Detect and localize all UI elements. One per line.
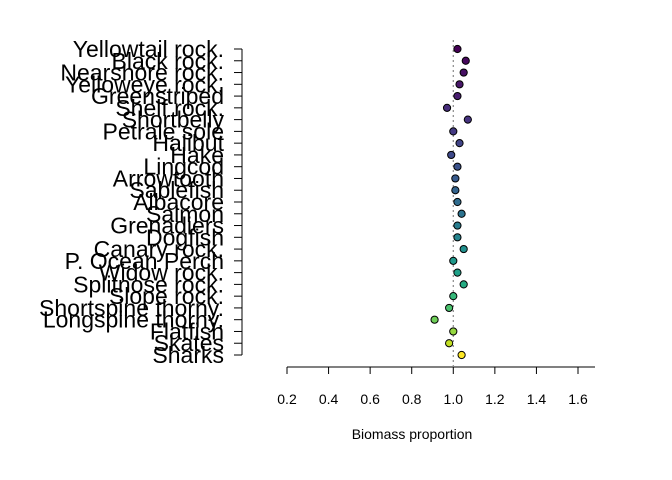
data-point	[457, 350, 466, 360]
data-point	[449, 127, 458, 136]
data-point	[451, 186, 460, 195]
y-tick-label: Splitnose rock.	[73, 271, 224, 297]
data-point	[453, 268, 462, 277]
data-point	[449, 292, 458, 301]
data-points	[430, 44, 472, 360]
y-tick-label: Skates	[154, 330, 224, 356]
data-point	[457, 209, 466, 218]
y-tick-label: Canary rock.	[94, 236, 224, 262]
y-tick-label: Lingcod	[143, 154, 224, 180]
y-tick-label: Albacore	[133, 189, 224, 215]
y-tick-label: Yelloweye rock.	[65, 71, 224, 97]
data-point	[451, 174, 460, 183]
data-point	[445, 339, 454, 348]
x-axis: 0.2 0.4 0.6 0.8 1.0 1.2 1.4 1.6	[277, 366, 595, 407]
y-tick-label: Greenstriped	[91, 83, 224, 109]
x-tick-label: 1.4	[527, 391, 547, 407]
data-point	[442, 103, 452, 112]
data-point	[459, 244, 468, 254]
x-tick-label: 1.0	[444, 391, 464, 407]
x-tick-label: 0.2	[277, 391, 297, 407]
y-tick-label: Salmon	[146, 201, 224, 227]
y-tick-label: Halibut	[152, 130, 224, 156]
x-tick-label: 0.8	[402, 391, 422, 407]
data-point	[453, 221, 462, 230]
x-tick-label: 1.2	[485, 391, 505, 407]
data-point	[455, 80, 464, 89]
y-tick-label: Grenadiers	[110, 213, 224, 239]
y-tick-label: Sablefish	[129, 177, 224, 203]
x-tick-label: 0.4	[319, 391, 339, 407]
y-tick-label: Widow rock.	[99, 260, 224, 286]
data-point	[461, 56, 470, 65]
data-point	[449, 256, 458, 265]
y-tick-label: Yellowtail rock.	[73, 36, 224, 62]
data-point	[445, 303, 454, 313]
data-point	[453, 91, 462, 101]
y-tick-label: Shortspine thorny.	[39, 295, 224, 321]
y-tick-label: Slope rock.	[109, 283, 224, 309]
data-point	[459, 68, 468, 77]
y-tick-label: Sharks	[152, 342, 224, 368]
y-tick-label: Shelf rock.	[115, 95, 224, 121]
x-tick-label: 1.6	[568, 391, 588, 407]
data-point	[430, 315, 439, 324]
category-labels: Yellowtail rock.Black rock.Nearshore roc…	[39, 36, 225, 368]
data-point	[453, 233, 462, 242]
y-tick-label: Flatfish	[150, 318, 224, 344]
x-tick-label: 0.6	[360, 391, 380, 407]
y-axis	[234, 48, 243, 356]
data-point	[453, 162, 462, 171]
y-tick-label: Shortbelly	[122, 107, 225, 133]
x-axis-title: Biomass proportion	[352, 426, 473, 442]
y-tick-label: Longspine thorny.	[43, 307, 224, 333]
data-point	[453, 197, 462, 207]
y-tick-label: Arrowtooth	[113, 165, 224, 191]
y-tick-label: Petrale sole	[103, 118, 224, 144]
y-tick-label: Dogfish	[146, 224, 224, 250]
y-tick-label: P. Ocean Perch	[65, 248, 224, 274]
data-point	[453, 44, 462, 54]
data-point	[449, 327, 458, 336]
y-tick-label: Hake	[170, 142, 224, 168]
data-point	[459, 280, 468, 289]
data-point	[463, 115, 472, 124]
y-tick-label: Black rock.	[112, 48, 224, 74]
y-tick-label: Nearshore rock.	[60, 60, 224, 86]
data-point	[455, 139, 464, 148]
data-point	[447, 150, 456, 160]
